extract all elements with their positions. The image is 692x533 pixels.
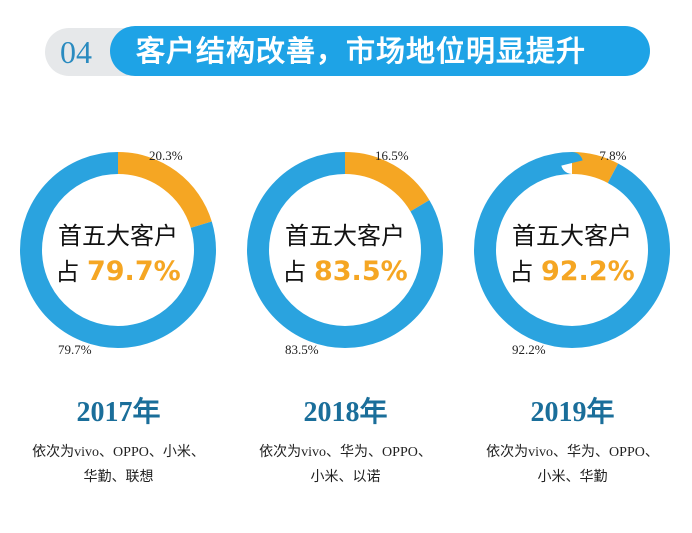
center-share: 占 92.2% (509, 256, 634, 287)
customer-list-line: 小米、华勤 (537, 470, 608, 485)
slice-label: 92.2% (512, 342, 546, 357)
header-title: 客户结构改善，市场地位明显提升 (110, 26, 650, 76)
customer-list-line: 小米、以诺 (310, 470, 381, 485)
customer-list: 依次为vivo、华为、OPPO、 小米、以诺 (232, 440, 459, 490)
header-number: 04 (60, 34, 92, 70)
year-label: 2018年 (303, 397, 388, 428)
center-label: 首五大客户 (58, 222, 178, 250)
customer-list-line: 依次为vivo、OPPO、小米、 (32, 445, 205, 460)
slice-label: 7.8% (599, 148, 626, 163)
center-label: 首五大客户 (512, 222, 632, 250)
slice-label: 83.5% (285, 342, 319, 357)
slice-label: 79.7% (58, 342, 92, 357)
customer-list: 依次为vivo、OPPO、小米、 华勤、联想 (5, 440, 232, 490)
center-share: 占 79.7% (55, 256, 180, 287)
slice-top5 (247, 152, 443, 348)
center-share: 占 83.5% (282, 256, 407, 287)
customer-list-line: 依次为vivo、华为、OPPO、 (259, 445, 432, 460)
year-label: 2017年 (76, 397, 161, 428)
customer-list: 依次为vivo、华为、OPPO、 小米、华勤 (459, 440, 686, 490)
center-label: 首五大客户 (285, 222, 405, 250)
slice-label: 16.5% (375, 148, 409, 163)
customer-list-line: 依次为vivo、华为、OPPO、 (486, 445, 659, 460)
customer-list-line: 华勤、联想 (83, 470, 154, 485)
slice-top5 (20, 152, 216, 348)
year-label: 2019年 (530, 397, 615, 428)
slice-top5 (474, 152, 670, 348)
slice-label: 20.3% (149, 148, 183, 163)
